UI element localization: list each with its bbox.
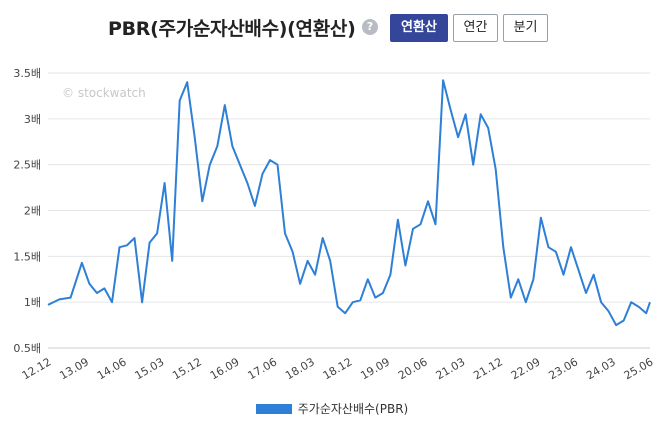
x-tick-label: 23.06 bbox=[546, 355, 580, 382]
x-axis-ticks: 12.12 13.09 14.06 15.03 15.12 16.09 17.06 18.03… bbox=[20, 355, 656, 382]
y-tick-label: 3.5배 bbox=[13, 67, 41, 80]
x-tick-label: 13.09 bbox=[57, 355, 91, 382]
y-tick-label: 3배 bbox=[24, 113, 41, 126]
series-line-pbr bbox=[47, 79, 651, 327]
y-tick-label: 2배 bbox=[24, 205, 41, 218]
legend-swatch bbox=[255, 403, 292, 414]
x-tick-label: 21.03 bbox=[434, 355, 468, 382]
y-axis-ticks: 0.5배 1배 1.5배 2배 2.5배 3배 3.5배 bbox=[13, 67, 41, 355]
y-tick-label: 1배 bbox=[24, 296, 41, 309]
help-icon[interactable]: ? bbox=[362, 19, 378, 35]
x-tick-label: 16.09 bbox=[208, 355, 242, 382]
x-tick-label: 12.12 bbox=[20, 355, 54, 382]
watermark: © stockwatch bbox=[62, 86, 146, 100]
y-tick-label: 2.5배 bbox=[13, 159, 41, 172]
x-tick-label: 17.06 bbox=[245, 355, 279, 382]
y-tick-label: 0.5배 bbox=[13, 342, 41, 355]
x-tick-label: 24.03 bbox=[584, 355, 618, 382]
y-tick-label: 1.5배 bbox=[13, 250, 41, 263]
chart-header: PBR(주가순자산배수)(연환산) ? 연환산 연간 분기 bbox=[0, 8, 664, 48]
annual-button[interactable]: 연간 bbox=[453, 14, 498, 42]
annualized-button[interactable]: 연환산 bbox=[390, 14, 448, 42]
grid-lines bbox=[48, 72, 650, 349]
chart-title: PBR(주가순자산배수)(연환산) bbox=[108, 18, 356, 40]
x-tick-label: 15.12 bbox=[170, 355, 204, 382]
x-tick-label: 15.03 bbox=[133, 355, 167, 382]
x-tick-label: 18.03 bbox=[283, 355, 317, 382]
x-tick-label: 19.09 bbox=[358, 355, 392, 382]
x-tick-label: 18.12 bbox=[321, 355, 355, 382]
x-tick-label: 25.06 bbox=[622, 355, 656, 382]
x-tick-label: 21.12 bbox=[471, 355, 505, 382]
x-tick-label: 22.09 bbox=[509, 355, 543, 382]
quarterly-button[interactable]: 분기 bbox=[503, 14, 548, 42]
x-tick-label: 14.06 bbox=[95, 355, 129, 382]
legend[interactable]: 주가순자산배수(PBR) bbox=[0, 400, 664, 417]
x-tick-label: 20.06 bbox=[396, 355, 430, 382]
legend-label: 주가순자산배수(PBR) bbox=[297, 402, 409, 416]
